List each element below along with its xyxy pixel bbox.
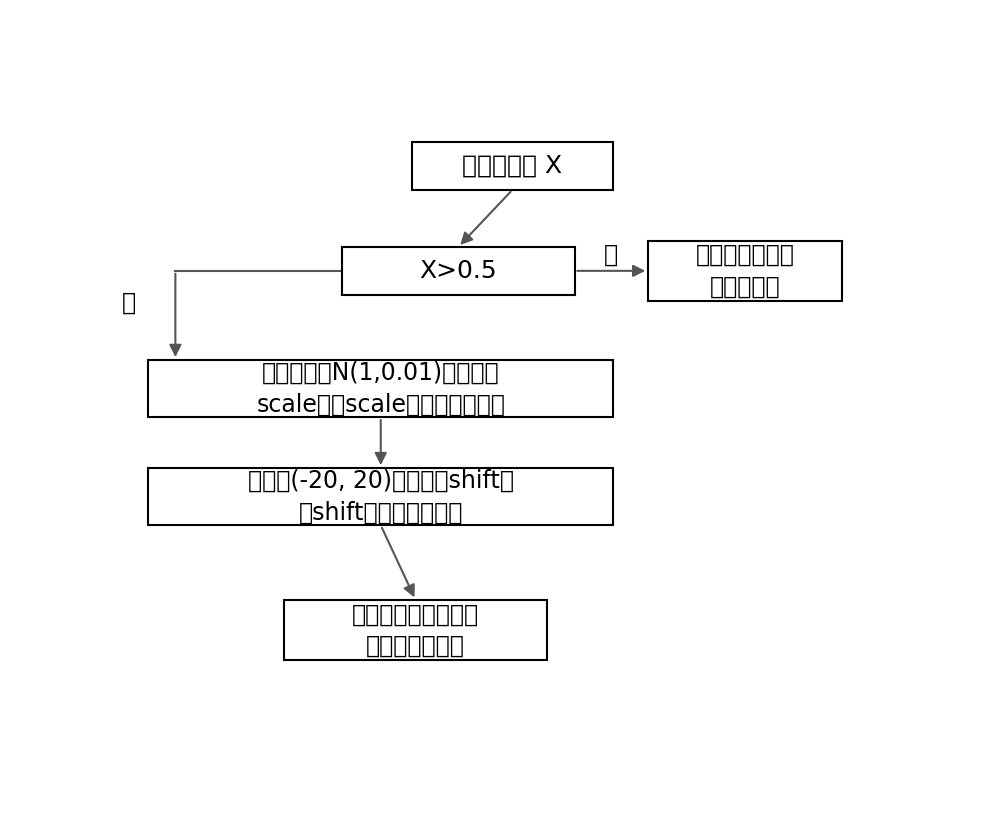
Text: 从区间(-20, 20)取一个数shift，
将shift与心电数据相加: 从区间(-20, 20)取一个数shift， 将shift与心电数据相加	[248, 469, 514, 525]
Text: X>0.5: X>0.5	[419, 259, 497, 282]
FancyBboxPatch shape	[412, 142, 613, 190]
FancyBboxPatch shape	[284, 600, 547, 661]
FancyBboxPatch shape	[148, 360, 613, 417]
FancyBboxPatch shape	[342, 247, 574, 295]
FancyBboxPatch shape	[648, 240, 842, 301]
FancyBboxPatch shape	[148, 468, 613, 525]
Text: 得到数据增强后的十
二导联心电数据: 得到数据增强后的十 二导联心电数据	[352, 602, 479, 658]
Text: 是: 是	[604, 243, 618, 267]
Text: 生成随机数 X: 生成随机数 X	[462, 154, 563, 178]
Text: 否: 否	[122, 291, 136, 315]
Text: 从正态分布N(1,0.01)取一个数
scale，将scale与心电数据相乘: 从正态分布N(1,0.01)取一个数 scale，将scale与心电数据相乘	[256, 361, 505, 416]
Text: 十二导联序列数
据不做改动: 十二导联序列数 据不做改动	[696, 243, 794, 299]
